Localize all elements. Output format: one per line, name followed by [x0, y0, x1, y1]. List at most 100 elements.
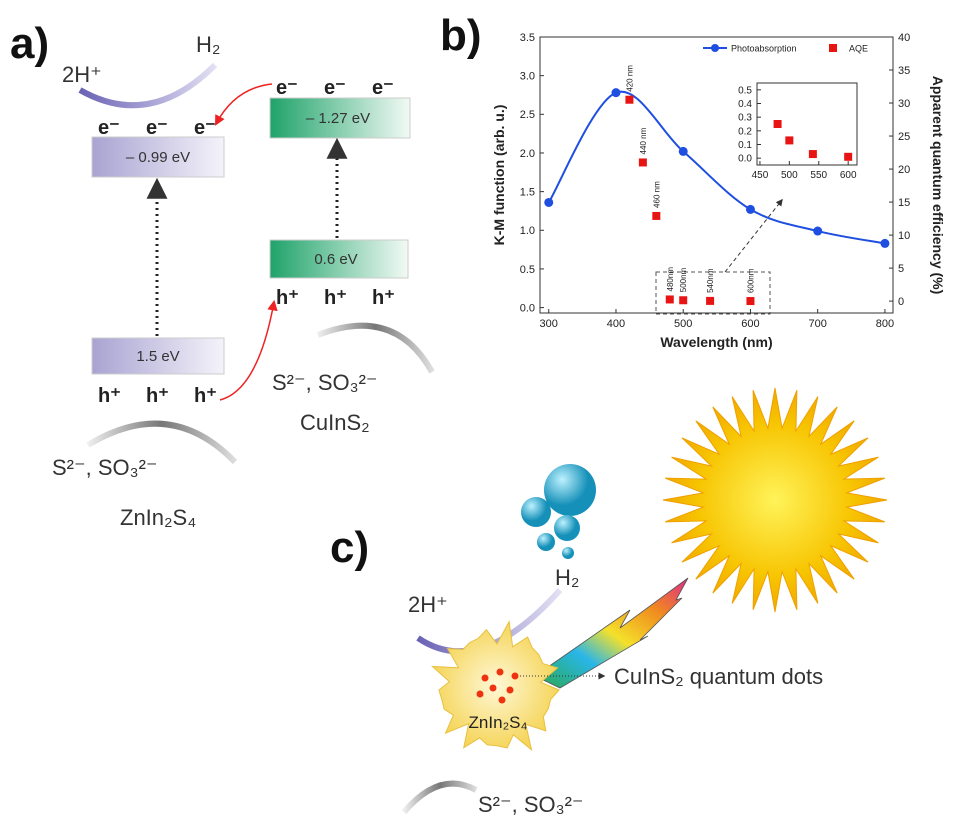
bubble — [521, 497, 551, 527]
figure: a) 2H⁺ H₂ e⁻ e⁻ e⁻ – 0.99 eV 1.5 eV h⁺ h… — [0, 0, 954, 826]
band-energy: 0.6 eV — [314, 251, 357, 268]
panel-label: a) — [10, 19, 49, 68]
point — [746, 297, 754, 305]
x-tick-label: 300 — [540, 318, 558, 330]
y-tick-label: 3.0 — [520, 71, 535, 83]
bubble — [554, 515, 580, 541]
quantum-dot — [482, 675, 489, 682]
y-tick-label: 0.3 — [738, 113, 752, 124]
point — [625, 96, 633, 104]
scavenger: S²⁻, SO₃²⁻ — [52, 455, 158, 480]
dots-label: CuInS₂ quantum dots — [614, 664, 823, 689]
x-tick-label: 500 — [674, 318, 692, 330]
point — [706, 297, 714, 305]
y-tick-label: 1.0 — [520, 225, 535, 237]
panel-label: b) — [440, 11, 482, 60]
point — [652, 212, 660, 220]
point — [679, 147, 688, 156]
point-label: 440 nm — [639, 127, 648, 154]
hole: h⁺ — [324, 287, 347, 309]
y-tick-label: 2.0 — [520, 148, 535, 160]
y2-tick-label: 0 — [898, 296, 904, 308]
material: ZnIn₂S₄ — [120, 505, 196, 530]
point — [785, 136, 793, 144]
point — [774, 120, 782, 128]
scavenger: S²⁻, SO₃²⁻ — [272, 370, 378, 395]
point-label: 500nm — [679, 267, 688, 292]
point — [666, 295, 674, 303]
reactant: 2H⁺ — [408, 592, 448, 617]
reaction-arc — [318, 326, 432, 372]
band-energy: – 0.99 eV — [126, 149, 190, 166]
quantum-dot — [497, 669, 504, 676]
y2-tick-label: 30 — [898, 98, 910, 110]
quantum-dot — [499, 697, 506, 704]
point-label: 420 nm — [625, 65, 634, 92]
panel-a: a) 2H⁺ H₂ e⁻ e⁻ e⁻ – 0.99 eV 1.5 eV h⁺ h… — [10, 19, 432, 530]
point-label: 600nm — [746, 268, 755, 293]
bubble — [537, 533, 555, 551]
inset-frame — [757, 83, 857, 165]
legend-marker — [829, 44, 837, 52]
y-tick-label: 0.0 — [520, 302, 535, 314]
point — [809, 150, 817, 158]
legend-marker — [711, 44, 719, 52]
reaction-arc — [404, 784, 476, 812]
quantum-dot — [507, 687, 514, 694]
bubble — [544, 464, 596, 516]
electron: e⁻ — [372, 77, 394, 99]
material: CuInS₂ — [300, 410, 370, 435]
point — [844, 153, 852, 161]
point — [639, 158, 647, 166]
panel-label: c) — [330, 523, 369, 572]
scavenger: S²⁻, SO₃²⁻ — [478, 792, 584, 817]
x-tick-label: 700 — [809, 318, 827, 330]
x-tick-label: 450 — [752, 170, 769, 181]
y2-tick-label: 25 — [898, 131, 910, 143]
bubble — [562, 547, 574, 559]
series-line — [549, 92, 885, 244]
y-tick-label: 0.5 — [520, 264, 535, 276]
point — [746, 205, 755, 214]
y2-axis-label: Apparent quantum efficiency (%) — [930, 76, 946, 295]
point — [813, 227, 822, 236]
x-tick-label: 800 — [876, 318, 894, 330]
reactant: 2H⁺ — [62, 62, 102, 87]
y2-tick-label: 5 — [898, 263, 904, 275]
point — [544, 198, 553, 207]
electron: e⁻ — [98, 117, 120, 139]
transfer-arrow — [220, 302, 274, 400]
hole: h⁺ — [276, 287, 299, 309]
host-label: ZnIn₂S₄ — [469, 713, 528, 732]
product: H₂ — [555, 565, 579, 590]
y2-tick-label: 40 — [898, 32, 910, 44]
electron: e⁻ — [194, 117, 216, 139]
y2-tick-label: 20 — [898, 164, 910, 176]
point-label: 540nm — [706, 268, 715, 293]
y2-tick-label: 35 — [898, 65, 910, 77]
hole: h⁺ — [146, 385, 169, 407]
y-tick-label: 0.5 — [738, 85, 752, 96]
x-axis-label: Wavelength (nm) — [660, 334, 772, 350]
y2-tick-label: 10 — [898, 230, 910, 242]
quantum-dot — [512, 673, 519, 680]
x-tick-label: 600 — [741, 318, 759, 330]
quantum-dot — [477, 691, 484, 698]
hole: h⁺ — [194, 385, 217, 407]
electron: e⁻ — [146, 117, 168, 139]
point — [611, 88, 620, 97]
sun — [663, 388, 887, 612]
y-tick-label: 2.5 — [520, 109, 535, 121]
legend-label: AQE — [849, 44, 868, 54]
y-tick-label: 0.1 — [738, 140, 752, 151]
product: H₂ — [196, 32, 220, 57]
electron: e⁻ — [276, 77, 298, 99]
legend-label: Photoabsorption — [731, 44, 797, 54]
y2-tick-label: 15 — [898, 197, 910, 209]
y-tick-label: 0.2 — [738, 126, 752, 137]
y-axis-label: K-M function (arb. u.) — [491, 105, 507, 246]
transfer-arrow — [216, 84, 272, 124]
x-tick-label: 600 — [840, 170, 857, 181]
y-tick-label: 0.0 — [738, 154, 752, 165]
panel-c: c) H₂ 2H⁺ ZnIn₂S₄ CuInS₂ quantum dots S²… — [330, 388, 887, 817]
